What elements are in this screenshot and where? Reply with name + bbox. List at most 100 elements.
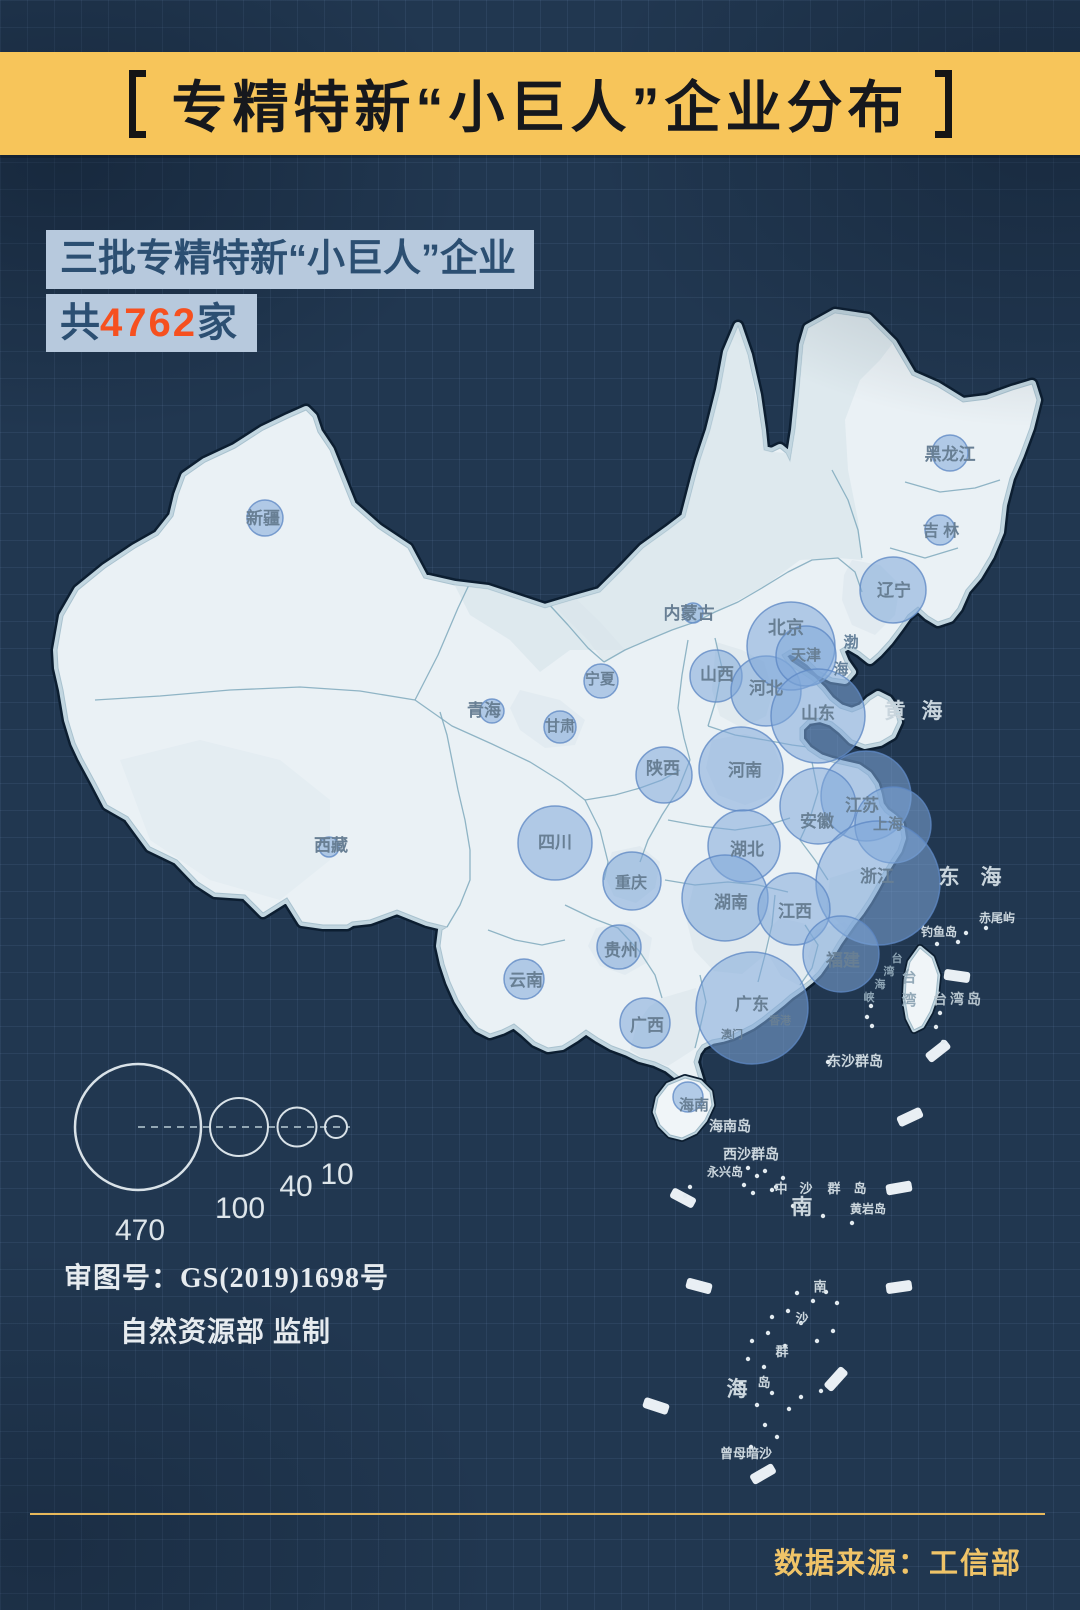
sea-label: 黄海 [885, 699, 943, 723]
province-label: 上海 [873, 815, 903, 833]
sea-label: 西沙群岛 [723, 1146, 779, 1163]
island-dot [810, 1298, 816, 1304]
province-label: 宁夏 [585, 670, 616, 688]
province-label: 四川 [538, 833, 572, 852]
island-dot [765, 1330, 771, 1336]
province-label: 香港 [768, 1013, 792, 1027]
island-dot [983, 925, 989, 931]
legend-circle-100 [209, 1097, 269, 1157]
island-dot [774, 1434, 780, 1440]
province-label: 贵州 [604, 940, 638, 960]
island-dot [786, 1406, 792, 1412]
province-bubble-宁夏 [583, 663, 619, 699]
island-dot [748, 1444, 754, 1450]
province-label: 山东 [801, 703, 835, 723]
island-dot [754, 1173, 760, 1179]
province-bubble-辽宁 [859, 556, 927, 624]
province-label: 新疆 [246, 508, 280, 528]
island-dot [864, 1014, 870, 1020]
sea-label: 赤尾屿 [979, 910, 1015, 925]
island-dot [741, 1182, 747, 1188]
island-dot [940, 1039, 946, 1045]
legend-value: 100 [215, 1192, 265, 1225]
island-dot [738, 1380, 744, 1386]
island-dot [933, 1024, 939, 1030]
map-publisher: 自然资源部 监制 [120, 1317, 332, 1348]
province-bubble-甘肃 [543, 710, 577, 744]
island-dot [818, 1388, 824, 1394]
province-label: 海南 [679, 1096, 709, 1114]
province-bubble-陕西 [635, 746, 693, 804]
province-bubble-内蒙古 [682, 602, 704, 624]
map-approval-number: 审图号：GS(2019)1698号 [64, 1263, 390, 1294]
sea-label: 南海 [727, 1195, 813, 1401]
island-dot [769, 1187, 775, 1193]
island-dot [750, 1190, 756, 1196]
province-bubble-江西 [757, 872, 831, 946]
province-label: 浙江 [860, 866, 894, 886]
legend-value: 470 [115, 1214, 165, 1247]
total-prefix: 共 [60, 301, 100, 345]
province-label: 山西 [700, 665, 734, 684]
sea-label: 曾母暗沙 [720, 1446, 772, 1461]
subtitle-bar: 三批专精特新“小巨人”企业 [46, 230, 535, 289]
island-dot [934, 941, 940, 947]
dash-line-segment [925, 1039, 951, 1063]
province-bubble-西藏 [318, 836, 340, 858]
sea-label: 东沙群岛 [827, 1053, 883, 1070]
sea-label: 南沙群岛 [757, 1279, 826, 1390]
sea-label: 黄岩岛 [850, 1201, 886, 1216]
island-dot [825, 1059, 831, 1065]
province-label: 天津 [791, 646, 821, 664]
sea-label: 台湾海峡 [864, 951, 903, 1004]
dash-line-segment [685, 1277, 713, 1295]
island-dot [820, 1213, 826, 1219]
province-label: 西藏 [314, 836, 348, 855]
island-dot [762, 1422, 768, 1428]
province-bubble-海南 [672, 1081, 704, 1113]
total-number: 4762 [100, 301, 197, 345]
sea-label: 钓鱼岛 [921, 924, 957, 939]
province-label: 甘肃 [545, 717, 575, 735]
province-label: 河北 [749, 679, 783, 698]
island-dot [963, 930, 969, 936]
dash-line-segment [824, 1366, 848, 1392]
province-label: 黑龙江 [925, 444, 976, 464]
province-bubble-广西 [619, 997, 671, 1049]
province-bubble-重庆 [602, 851, 662, 911]
island-dot [687, 1184, 693, 1190]
province-label: 湖北 [730, 840, 764, 859]
legend-value: 10 [320, 1158, 353, 1191]
province-label: 青海 [467, 700, 501, 720]
right-bracket-icon [934, 69, 952, 138]
title-banner: 专精特新“小巨人”企业分布 [0, 52, 1080, 155]
province-bubble-贵州 [596, 924, 642, 970]
map-approval-note: 审图号：GS(2019)1698号 自然资源部 监制 [64, 1256, 389, 1350]
island-dot [769, 1314, 775, 1320]
island-dot [749, 1338, 755, 1344]
legend-circle-470 [73, 1062, 203, 1192]
province-bubble-安徽 [779, 767, 857, 845]
province-bubble-青海 [479, 698, 505, 724]
province-bubble-吉林 [924, 514, 956, 546]
island-dot [937, 1010, 943, 1016]
dash-line-segment [642, 1397, 670, 1415]
province-bubble-四川 [517, 805, 593, 881]
sea-label: 中沙群岛 [774, 1181, 866, 1196]
sea-label: 台湾岛 [933, 991, 984, 1008]
island-dot [754, 1402, 760, 1408]
province-label: 江苏 [845, 795, 879, 815]
nine-dash-line [642, 969, 971, 1485]
province-bubble-山东 [770, 668, 866, 764]
island-dot [745, 1356, 751, 1362]
province-label: 澳门 [721, 1027, 743, 1041]
province-bubble-云南 [503, 958, 545, 1000]
island-dot [773, 1184, 779, 1190]
sea-label: 渤海 [833, 633, 858, 678]
province-bubbles [246, 434, 969, 1113]
province-label: 北京 [768, 617, 804, 638]
size-legend: 470 100 40 10 [73, 1062, 354, 1247]
island-dot [782, 1343, 788, 1349]
island-dot [790, 1203, 796, 1209]
